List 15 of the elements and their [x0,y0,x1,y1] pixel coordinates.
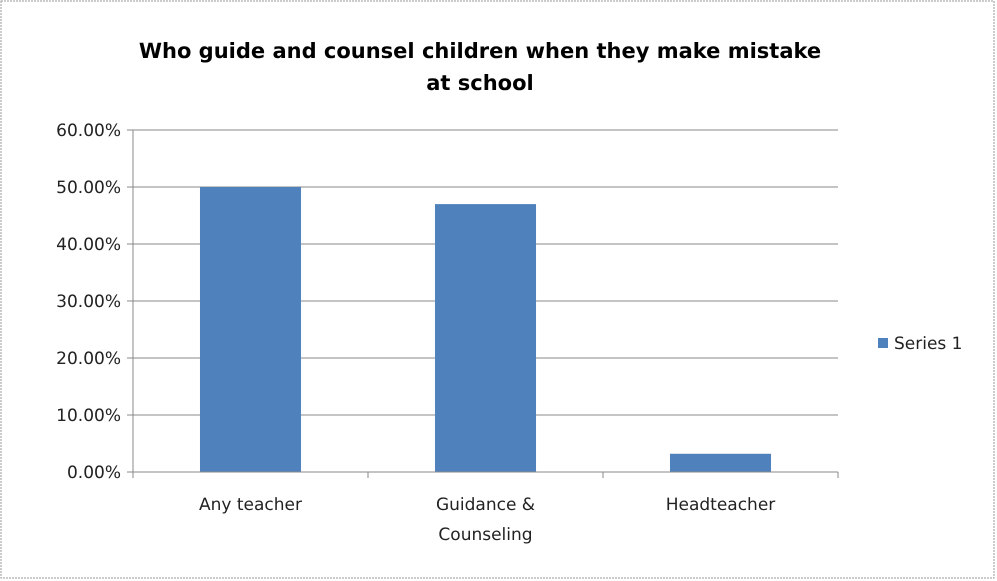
y-tick-label: 50.00% [56,178,121,198]
x-tick-label: Guidance & Counseling [436,495,536,545]
y-tick-label: 40.00% [56,234,121,255]
bar [670,454,772,472]
bar [434,204,536,472]
chart-title: Who guide and counsel children when they make mistake at school [138,39,822,95]
bar [200,187,302,472]
y-tick-label: 20.00% [56,348,121,369]
x-tick-label: Any teacher [199,495,302,515]
y-tick-label: 10.00% [56,406,121,426]
x-tick-label: Headteacher [666,495,776,515]
y-tick-label: 60.00% [56,120,121,141]
y-tick-label: 0.00% [66,462,121,483]
legend-label: Series 1 [894,334,962,354]
y-tick-label: 30.00% [56,292,121,312]
